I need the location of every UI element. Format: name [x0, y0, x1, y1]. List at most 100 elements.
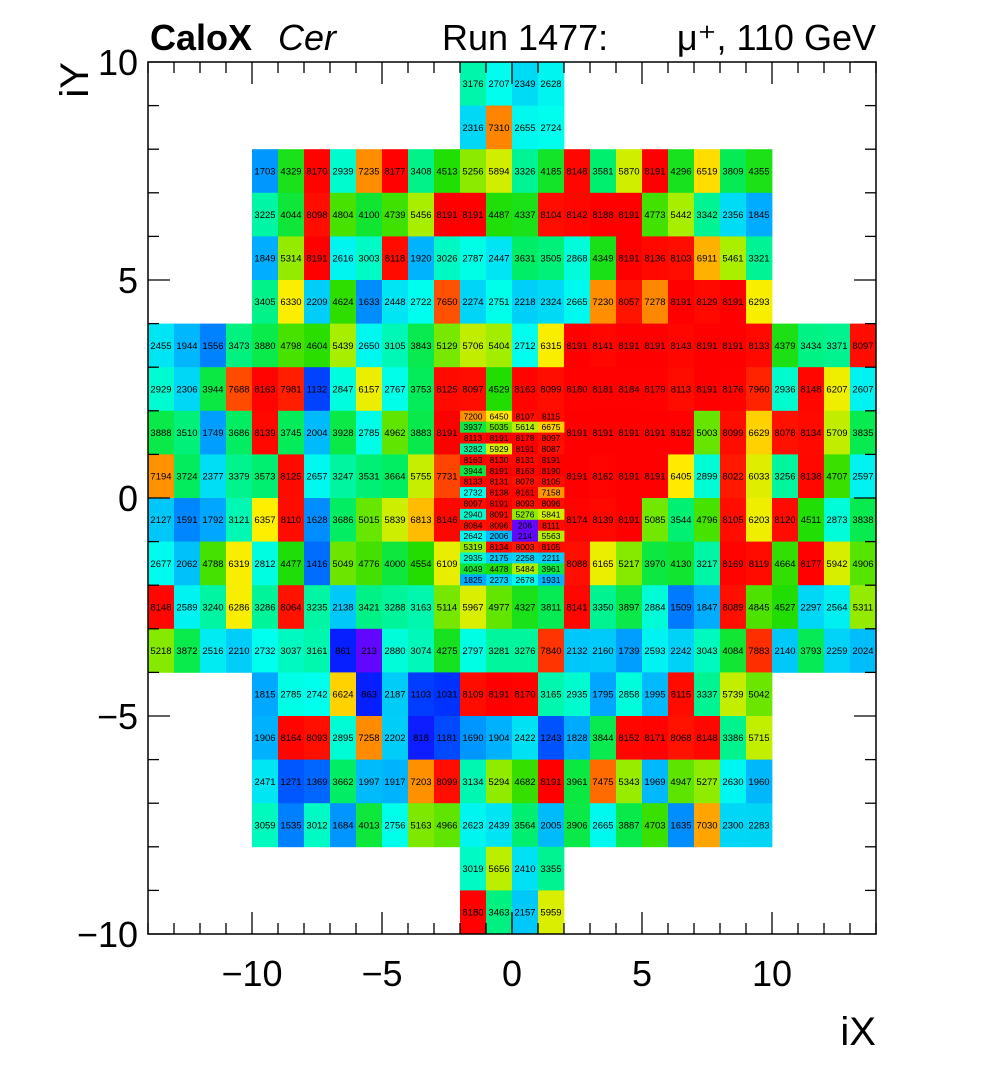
heatmap-cell	[512, 716, 539, 760]
heatmap-cell	[564, 280, 591, 324]
heatmap-cell	[408, 149, 435, 194]
cell-value-label: 5841	[542, 509, 561, 519]
cell-value-label: 8163	[254, 384, 275, 395]
heatmap-cell	[798, 410, 825, 455]
cell-value-label: 2447	[488, 254, 509, 265]
heatmap-cell	[460, 367, 487, 412]
heatmap-cell	[434, 759, 461, 804]
heatmap-cell	[590, 498, 617, 542]
cell-value-label: 3235	[306, 602, 327, 613]
cell-value-label: 3405	[254, 297, 275, 308]
heatmap-cell	[200, 541, 227, 586]
heatmap-cell	[278, 716, 305, 760]
heatmap-cell	[564, 803, 591, 848]
cell-value-label: 2316	[462, 123, 483, 134]
cell-value-label: 8111	[542, 520, 560, 530]
heatmap-cell	[512, 498, 539, 510]
cell-value-label: 3074	[410, 646, 431, 657]
cell-value-label: 4013	[358, 820, 379, 831]
cell-value-label: 3505	[540, 254, 561, 265]
cell-value-label: 1416	[306, 559, 327, 570]
heatmap-cell	[460, 498, 487, 510]
heatmap-cell	[252, 454, 279, 499]
y-tick-label: −5	[97, 696, 138, 737]
cell-value-label: 1815	[254, 690, 275, 701]
heatmap-cell	[538, 487, 565, 499]
cell-value-label: 5319	[464, 542, 483, 552]
cell-value-label: 2607	[852, 384, 873, 395]
heatmap-cell	[434, 498, 461, 542]
cell-value-label: 8191	[644, 166, 665, 177]
cell-value-label: 8129	[696, 297, 717, 308]
cell-value-label: 6286	[228, 602, 249, 613]
heatmap-cell	[798, 323, 825, 368]
cell-value-label: 1635	[670, 820, 691, 831]
heatmap-cell	[720, 803, 747, 848]
heatmap-cell	[538, 508, 565, 521]
heatmap-cell	[382, 803, 409, 848]
heatmap-cell	[226, 585, 253, 630]
cell-value-label: 4044	[280, 210, 301, 221]
cell-value-label: 8131	[490, 477, 509, 487]
heatmap-cell	[694, 236, 721, 281]
cell-value-label: 2564	[826, 602, 847, 613]
heatmap-cell	[746, 367, 773, 412]
cell-value-label: 2448	[384, 297, 405, 308]
cell-value-label: 8136	[644, 254, 665, 265]
heatmap-cell	[200, 323, 227, 368]
heatmap-cell	[356, 672, 383, 717]
heatmap-cell	[538, 498, 565, 510]
heatmap-cell	[512, 410, 539, 423]
cell-value-label: 8170	[306, 166, 327, 177]
cell-value-label: 4327	[514, 602, 535, 613]
heatmap-cell	[616, 149, 643, 194]
heatmap-cell	[382, 367, 409, 412]
cell-value-label: 8141	[592, 341, 613, 352]
heatmap-cell	[850, 410, 877, 455]
cell-value-label: 3281	[488, 646, 509, 657]
cell-value-label: 3662	[332, 777, 353, 788]
cell-value-label: 5343	[618, 777, 639, 788]
heatmap-cell	[564, 585, 591, 630]
cell-value-label: 6207	[826, 384, 847, 395]
heatmap-cell	[356, 628, 383, 673]
cell-value-label: 4529	[488, 384, 509, 395]
heatmap-cell	[564, 149, 591, 194]
cell-value-label: 3872	[176, 646, 197, 657]
heatmap-cell	[694, 803, 721, 848]
cell-value-label: 3288	[384, 602, 405, 613]
cell-value-label: 8191	[540, 777, 561, 788]
heatmap-cell	[590, 541, 617, 586]
heatmap-cell	[382, 192, 409, 237]
cell-value-label: 2787	[462, 254, 483, 265]
heatmap-cell	[850, 541, 877, 586]
cell-value-label: 8097	[542, 433, 561, 443]
cell-value-label: 8148	[566, 166, 587, 177]
cell-value-label: 3510	[176, 428, 197, 439]
cell-value-label: 8184	[618, 384, 639, 395]
heatmap-cell	[486, 62, 513, 106]
heatmap-cell	[330, 628, 357, 673]
heatmap-cell	[304, 716, 331, 760]
cell-value-label: 8142	[566, 210, 587, 221]
cell-value-label: 3276	[514, 646, 535, 657]
heatmap-cell	[356, 192, 383, 237]
cell-value-label: 8174	[566, 515, 587, 526]
heatmap-cell	[590, 759, 617, 804]
cell-value-label: 6450	[490, 411, 509, 421]
cell-value-label: 5755	[410, 472, 431, 483]
heatmap-cell	[200, 498, 227, 542]
cell-value-label: 7200	[464, 411, 483, 421]
cell-value-label: 8191	[516, 444, 535, 454]
heatmap-cell	[486, 280, 513, 324]
heatmap-cell	[434, 410, 461, 455]
cell-value-label: 1535	[280, 820, 301, 831]
cell-value-label: 3026	[436, 254, 457, 265]
cell-value-label: 214	[518, 531, 532, 541]
heatmap-cell	[434, 716, 461, 760]
cell-value-labels: 3176 2707 2349 2628 2316 7310 2655 2724 1703 4329…	[150, 79, 873, 918]
heatmap-cell	[538, 192, 565, 237]
cell-value-label: 8143	[670, 341, 691, 352]
cell-value-label: 5311	[853, 602, 873, 613]
